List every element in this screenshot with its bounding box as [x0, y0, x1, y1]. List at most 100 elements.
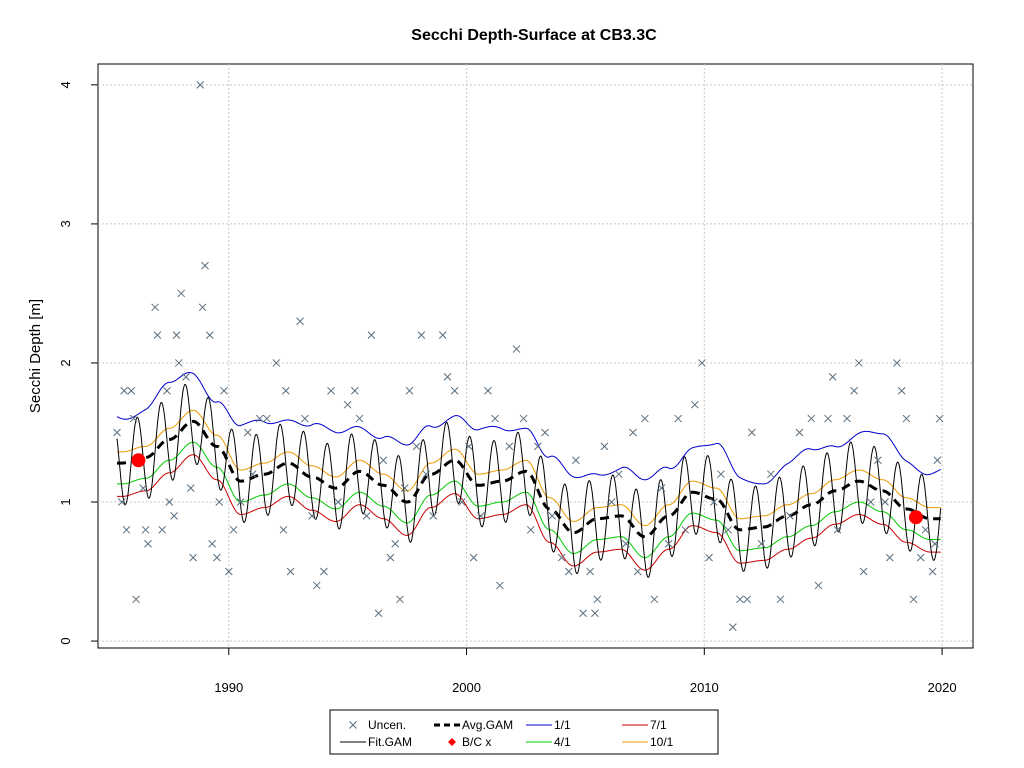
observation-point — [391, 539, 400, 548]
observation-point — [151, 303, 159, 312]
legend-swatch-bc — [448, 738, 456, 746]
observation-point — [650, 595, 659, 604]
observation-point — [120, 386, 129, 395]
observation-point — [355, 414, 364, 423]
legend-box — [329, 709, 719, 755]
observation-point — [396, 595, 404, 604]
observation-point — [141, 525, 150, 534]
observation-point — [484, 386, 492, 395]
observation-point — [757, 539, 766, 548]
observations-group — [113, 81, 944, 631]
observation-point — [850, 386, 858, 395]
observation-point — [897, 386, 906, 395]
observation-point — [866, 498, 875, 506]
x-tick-label: 1990 — [214, 680, 243, 695]
observation-point — [519, 414, 528, 423]
observation-point — [893, 359, 901, 367]
observation-point — [177, 289, 186, 298]
avg-gam-line — [117, 419, 941, 539]
legend-label-fit_gam: Fit.GAM — [368, 735, 412, 749]
observation-point — [405, 386, 414, 395]
observation-point — [600, 442, 609, 451]
observation-point — [198, 303, 207, 312]
observation-point — [129, 414, 138, 423]
observation-point — [724, 525, 732, 534]
observation-point — [450, 386, 459, 395]
observation-point — [243, 428, 252, 437]
observation-point — [795, 428, 804, 437]
observation-point — [213, 553, 221, 562]
bc-point — [131, 453, 146, 468]
observation-point — [933, 456, 942, 465]
observation-point — [281, 386, 290, 395]
observation-point — [153, 331, 162, 339]
observation-point — [172, 331, 181, 339]
legend: Uncen. Avg.GAM 1/1 7/1 Fit.GAM B/C x 4/1 10/1 — [329, 709, 719, 755]
observation-point — [641, 414, 649, 423]
observation-point — [828, 373, 837, 381]
observation-point — [438, 331, 447, 339]
observation-point — [807, 414, 816, 423]
observation-point — [629, 428, 637, 437]
grid — [98, 64, 973, 648]
observation-point — [308, 512, 316, 520]
observation-point — [301, 414, 309, 423]
observation-point — [505, 442, 514, 451]
x-tick-label: 2020 — [928, 680, 957, 695]
x-tick-label: 2000 — [452, 680, 481, 695]
observation-point — [262, 414, 271, 423]
observation-point — [286, 567, 295, 576]
observation-point — [621, 539, 630, 548]
observation-point — [163, 386, 171, 395]
observation-point — [767, 470, 775, 479]
y-axis: 0 1 2 3 4 — [58, 81, 98, 645]
observation-point — [367, 331, 376, 339]
x-tick-label: 2010 — [690, 680, 719, 695]
y-tick-label: 1 — [58, 498, 73, 505]
observation-point — [814, 581, 823, 590]
observation-point — [909, 595, 918, 604]
observation-point — [400, 484, 409, 492]
legend-swatch-uncen — [349, 721, 357, 729]
observation-point — [132, 595, 140, 604]
observation-point — [786, 512, 794, 520]
observation-point — [572, 456, 580, 465]
observation-point — [491, 414, 499, 423]
observation-point — [728, 623, 737, 631]
observation-point — [165, 498, 174, 506]
observation-point — [593, 595, 602, 604]
observation-point — [229, 525, 238, 534]
observation-point — [272, 359, 281, 367]
observation-point — [657, 484, 666, 492]
y-axis-label: Secchi Depth [m] — [27, 299, 44, 413]
observation-point — [633, 567, 642, 576]
y-tick-label: 2 — [58, 359, 73, 366]
observation-point — [379, 456, 388, 465]
observation-point — [170, 512, 178, 520]
observation-point — [457, 498, 466, 506]
observation-point — [921, 525, 930, 534]
observation-point — [709, 498, 718, 506]
plot-frame — [97, 63, 974, 649]
y-tick-label: 4 — [58, 81, 73, 88]
observation-point — [429, 512, 438, 520]
observation-point — [320, 567, 328, 576]
series-1-1-line — [116, 372, 941, 485]
observation-point — [255, 414, 264, 423]
observation-point — [117, 498, 126, 506]
observation-point — [843, 414, 851, 423]
observation-point — [215, 498, 224, 506]
observation-point — [935, 414, 944, 423]
observation-point — [465, 442, 473, 451]
observation-point — [931, 539, 939, 548]
y-tick-label: 0 — [58, 637, 73, 644]
observation-point — [248, 470, 257, 479]
observation-point — [174, 359, 183, 367]
observation-point — [343, 400, 352, 409]
observation-point — [220, 386, 228, 395]
observation-point — [182, 373, 190, 381]
observation-point — [386, 553, 395, 562]
series-4-1-line — [117, 441, 941, 559]
observation-point — [681, 525, 690, 534]
